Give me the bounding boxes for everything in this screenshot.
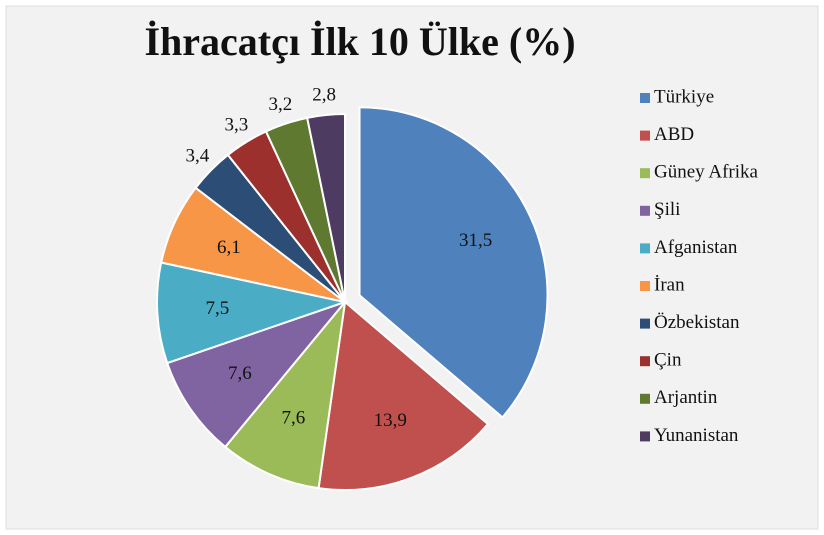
chart-title: İhracatçı İlk 10 Ülke (%) — [144, 19, 575, 64]
legend-swatch — [640, 130, 650, 141]
pie-slice — [317, 300, 490, 491]
data-label: 7,6 — [281, 407, 305, 428]
pie-slice — [156, 261, 349, 365]
pie-slice — [165, 299, 349, 449]
data-label: 31,5 — [459, 230, 492, 251]
legend-label: Yunanistan — [654, 425, 739, 446]
legend-swatch — [640, 243, 650, 254]
data-label: 3,3 — [224, 114, 248, 135]
legend-swatch — [640, 93, 650, 103]
data-label: 7,6 — [228, 363, 252, 384]
data-label: 7,5 — [206, 298, 230, 319]
legend-label: Çin — [654, 350, 682, 371]
pie-slice — [223, 298, 347, 490]
legend-swatch — [640, 205, 650, 216]
legend-label: Özbekistan — [654, 312, 740, 333]
data-label: 3,4 — [185, 146, 209, 167]
legend-swatch — [640, 393, 650, 404]
legend-swatch — [640, 431, 650, 442]
legend-label: Afganistan — [654, 237, 738, 258]
data-label: 13,9 — [374, 410, 407, 431]
legend-label: Arjantin — [654, 387, 718, 408]
legend-swatch — [640, 281, 650, 291]
data-label: 3,2 — [268, 94, 292, 115]
pie-slice — [358, 106, 549, 419]
pie-slice — [306, 112, 346, 303]
data-label: 6,1 — [217, 237, 241, 258]
legend-label: Türkiye — [654, 86, 714, 107]
legend-swatch — [640, 318, 650, 329]
legend-label: Güney Afrika — [654, 162, 759, 183]
legend-swatch — [640, 168, 650, 179]
data-label: 2,8 — [312, 85, 336, 106]
legend-label: Şili — [654, 199, 680, 220]
legend-label: İran — [654, 274, 685, 295]
legend-swatch — [640, 356, 650, 367]
legend-label: ABD — [654, 124, 694, 145]
